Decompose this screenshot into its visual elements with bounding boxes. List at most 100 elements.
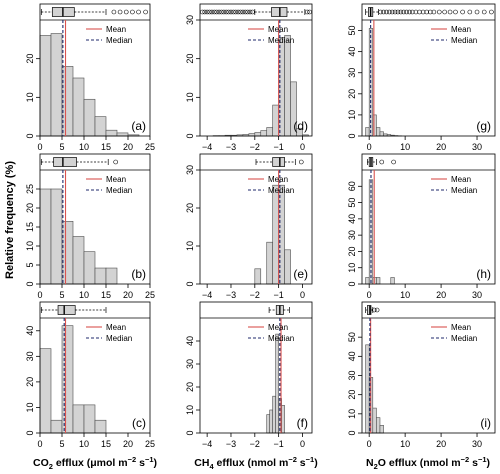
- boxplot-outlier: [424, 9, 430, 15]
- histogram-bar: [39, 35, 52, 137]
- histogram-bar: [254, 268, 262, 285]
- x-axis-label-part: ): [154, 457, 158, 469]
- boxplot-outlier: [226, 9, 231, 15]
- x-tick-label: 10: [400, 142, 410, 152]
- y-tick-label: 60: [347, 181, 357, 191]
- x-tick-label: −1: [274, 142, 284, 152]
- panel-g: Mean Median (g) 0 10 20 30 0 10 20 30 40 50: [347, 3, 496, 152]
- boxplot-outlier: [431, 9, 437, 15]
- legend-mean-label: Mean: [451, 323, 471, 332]
- x-tick-label: 5: [59, 290, 64, 300]
- histogram-bar: [83, 251, 96, 285]
- boxplot-outlier: [204, 9, 210, 15]
- y-tick-label: 20: [347, 390, 357, 400]
- x-tick-label: 25: [145, 142, 155, 152]
- boxplot-outlier: [111, 9, 117, 15]
- histogram-bar: [379, 425, 384, 434]
- y-tick-label: 50: [347, 332, 357, 342]
- boxplot-outlier: [398, 9, 404, 15]
- boxplot-outlier: [130, 9, 135, 15]
- x-axis-label-part: −1: [478, 455, 487, 464]
- legend-median-label: Median: [268, 36, 294, 45]
- histogram-bar: [272, 104, 279, 137]
- boxplot-outlier: [389, 9, 395, 15]
- histogram-bar: [365, 344, 370, 434]
- x-tick-label: −1: [274, 290, 284, 300]
- y-tick-label: 30: [185, 15, 195, 25]
- y-tick-label: 20: [185, 382, 195, 392]
- x-tick-label: 30: [472, 142, 482, 152]
- histogram-bar: [269, 409, 273, 434]
- boxplot-outlier: [384, 9, 389, 15]
- y-tick-label: 20: [185, 203, 195, 213]
- panel-frame: [199, 3, 313, 137]
- panel-label: (c): [132, 416, 146, 430]
- x-tick-label: 10: [400, 290, 410, 300]
- boxplot-outlier: [401, 9, 406, 15]
- panel-frame: [199, 301, 313, 434]
- y-tick-label: 20: [185, 54, 195, 64]
- legend-median-label: Median: [106, 334, 132, 343]
- boxplot-outlier: [298, 159, 304, 165]
- boxplot-outlier: [489, 9, 494, 15]
- panel-frame: [39, 301, 151, 434]
- boxplot-outlier: [481, 9, 487, 15]
- x-tick-label: 0: [300, 439, 305, 449]
- x-tick-label: 25: [145, 290, 155, 300]
- y-tick-label: 30: [347, 370, 357, 380]
- boxplot-outlier: [378, 9, 383, 15]
- x-axis-label-part: ): [314, 457, 318, 469]
- boxplot-outlier: [117, 9, 123, 15]
- boxplot-outlier: [245, 9, 250, 15]
- y-tick-label: 40: [347, 351, 357, 361]
- x-tick-label: 10: [79, 439, 89, 449]
- y-tick-label: 40: [25, 326, 35, 336]
- x-axis-label-part: s: [136, 457, 145, 469]
- boxplot-outlier: [420, 9, 426, 15]
- boxplot-outlier: [200, 9, 205, 15]
- y-axis-label: Relative frequency (%): [4, 161, 16, 279]
- x-tick-label: 20: [436, 439, 446, 449]
- panel-frame: [39, 3, 151, 137]
- panel-a: Mean Median (a) 0 5 10 15 20 25 0 10 20: [25, 3, 155, 152]
- histogram-bar: [365, 277, 370, 285]
- boxplot-outlier: [453, 9, 458, 15]
- legend-mean-label: Mean: [451, 175, 471, 184]
- y-tick-label: 30: [347, 230, 357, 240]
- y-tick-label: 20: [347, 246, 357, 256]
- histogram-bar: [272, 395, 276, 434]
- boxplot-outlier: [387, 9, 392, 15]
- histogram-bar: [260, 130, 268, 137]
- x-axis-label-part: efflux (nmol m: [214, 457, 289, 469]
- legend-mean-label: Mean: [106, 323, 126, 332]
- y-tick-label: 25: [25, 184, 35, 194]
- boxplot-outlier: [231, 9, 236, 15]
- boxplot-outlier: [242, 9, 248, 15]
- boxplot-outlier: [304, 9, 310, 15]
- x-tick-label: −3: [226, 290, 236, 300]
- x-tick-label: −1: [274, 439, 284, 449]
- x-tick-label: 0: [367, 142, 372, 152]
- x-axis-label-part: 4: [209, 462, 214, 471]
- histogram-bar: [50, 188, 63, 285]
- legend-median-label: Median: [451, 186, 477, 195]
- panel-label: (d): [293, 119, 308, 133]
- y-tick-label: 20: [25, 377, 35, 387]
- boxplot-box: [272, 157, 285, 167]
- y-tick-label: 0: [25, 133, 35, 138]
- histogram-bar: [376, 127, 381, 137]
- boxplot-outlier: [381, 9, 386, 15]
- legend-median-label: Median: [451, 334, 477, 343]
- panel-h: Mean Median (h) 0 10 20 30 0 10 20 30 40 50 60: [347, 153, 496, 300]
- legend-median-label: Median: [106, 36, 132, 45]
- boxplot-outlier: [223, 9, 229, 15]
- legend-median-label: Median: [268, 186, 294, 195]
- panel-frame: [361, 153, 496, 285]
- y-tick-label: 0: [185, 133, 195, 138]
- boxplot-outlier: [238, 9, 243, 15]
- boxplot-outlier: [460, 9, 465, 15]
- boxplot-box: [367, 305, 372, 315]
- panel-label: (i): [480, 416, 491, 430]
- histogram-bar: [83, 98, 96, 137]
